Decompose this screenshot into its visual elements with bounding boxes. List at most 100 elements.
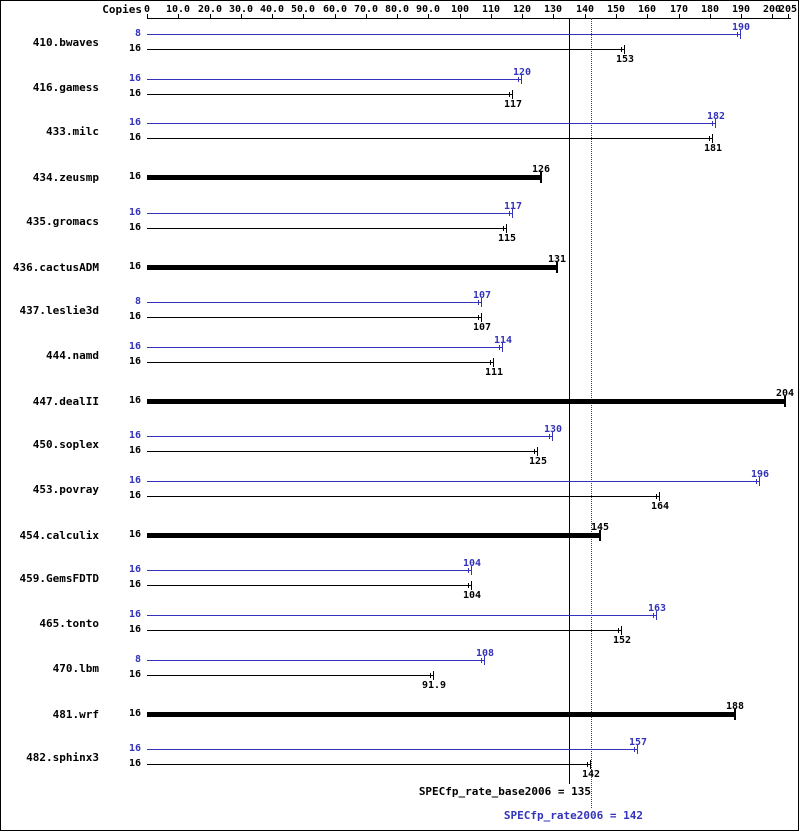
bar-end-cap	[624, 45, 625, 54]
bar-value-label: 164	[650, 501, 670, 512]
base-bar	[147, 228, 507, 229]
benchmark-label: 410.bwaves	[32, 36, 99, 49]
bar-end-cap	[552, 432, 553, 441]
base-bar	[147, 362, 494, 363]
x-axis-tick-label: 200	[762, 4, 782, 15]
bar-end-tick	[430, 673, 431, 678]
bar-end-cap	[740, 30, 741, 39]
x-axis-tick-label: 160	[637, 4, 657, 15]
bar-end-cap	[481, 298, 482, 307]
x-axis-tick-label: 190	[731, 4, 751, 15]
benchmark-label: 454.calculix	[19, 529, 99, 542]
bar-value-label: 188	[725, 701, 745, 712]
bar-end-tick	[653, 613, 654, 618]
copies-label: 16	[128, 395, 141, 406]
copies-label: 16	[128, 261, 141, 272]
bar-value-label: 131	[547, 254, 567, 265]
peak-bar	[147, 749, 638, 750]
peak-mean-label: SPECfp_rate2006 = 142	[503, 809, 643, 822]
peak-bar	[147, 570, 472, 571]
bar-end-cap	[599, 530, 601, 541]
x-axis-tick-label: 70.0	[353, 4, 379, 15]
bar-value-label: 91.9	[421, 680, 447, 691]
bar-end-tick	[468, 583, 469, 588]
bar-value-label: 142	[581, 769, 601, 780]
copies-label: 16	[128, 758, 141, 769]
copies-label: 16	[128, 609, 141, 620]
copies-label: 16	[128, 132, 141, 143]
x-axis-tick-label: 120	[512, 4, 532, 15]
copies-label: 16	[128, 579, 141, 590]
bar-end-cap	[659, 492, 660, 501]
benchmark-label: 433.milc	[46, 125, 99, 138]
bar-value-label: 126	[531, 164, 551, 175]
bar-value-label: 182	[706, 111, 726, 122]
copies-label: 8	[134, 296, 141, 307]
x-axis-tick-label: 20.0	[197, 4, 223, 15]
bar-end-tick	[468, 568, 469, 573]
benchmark-label: 459.GemsFDTD	[19, 572, 99, 585]
peak-bar	[147, 436, 553, 437]
bar-end-tick	[621, 47, 622, 52]
bar-end-tick	[478, 300, 479, 305]
benchmark-label: 444.namd	[46, 349, 99, 362]
benchmark-label: 434.zeusmp	[32, 171, 99, 184]
bar-end-tick	[709, 136, 710, 141]
bar-value-label: 108	[475, 648, 495, 659]
x-axis-line	[147, 18, 791, 19]
bar-value-label: 120	[512, 67, 532, 78]
peak-bar	[147, 481, 760, 482]
x-axis-tick	[241, 14, 242, 18]
bar-value-label: 104	[462, 590, 482, 601]
bar-end-tick	[634, 747, 635, 752]
x-axis-tick	[210, 14, 211, 18]
bar-value-label: 107	[472, 290, 492, 301]
x-axis-tick	[772, 14, 773, 18]
x-axis-tick-label: 140	[575, 4, 595, 15]
peak-bar	[147, 347, 503, 348]
bar-value-label: 153	[615, 54, 635, 65]
x-axis-tick	[366, 14, 367, 18]
bar-end-cap	[556, 262, 558, 273]
bar-end-cap	[759, 477, 760, 486]
benchmark-label: 435.gromacs	[26, 215, 99, 228]
x-axis-tick	[741, 14, 742, 18]
bar-end-tick	[503, 226, 504, 231]
bar-end-cap	[537, 447, 538, 456]
x-axis-tick-label: 100	[450, 4, 470, 15]
peak-bar	[147, 213, 513, 214]
bar-end-cap	[512, 209, 513, 218]
bar-end-tick	[478, 315, 479, 320]
copies-label: 16	[128, 564, 141, 575]
copies-label: 16	[128, 43, 141, 54]
bar-end-cap	[493, 358, 494, 367]
x-axis-tick	[335, 14, 336, 18]
bar-end-tick	[490, 360, 491, 365]
bar-end-cap	[471, 566, 472, 575]
bar-end-cap	[471, 581, 472, 590]
x-axis-tick	[679, 14, 680, 18]
bar-value-label: 157	[628, 737, 648, 748]
bar-end-tick	[518, 77, 519, 82]
x-axis-tick-label: 180	[700, 4, 720, 15]
bar-end-cap	[540, 172, 542, 183]
bar-end-cap	[734, 709, 736, 720]
x-axis-tick-label: 130	[543, 4, 563, 15]
bar-value-label: 104	[462, 558, 482, 569]
bar-end-cap	[502, 343, 503, 352]
bar-value-label: 152	[612, 635, 632, 646]
bar-end-cap	[481, 313, 482, 322]
x-axis-tick-label: 60.0	[322, 4, 348, 15]
copies-label: 16	[128, 311, 141, 322]
peak-bar	[147, 660, 485, 661]
bar-end-tick	[499, 345, 500, 350]
base-bar	[147, 317, 482, 318]
bar-end-cap	[712, 134, 713, 143]
benchmark-label: 436.cactusADM	[12, 261, 99, 274]
x-axis-tick-label: 80.0	[384, 4, 410, 15]
x-axis-tick	[491, 14, 492, 18]
base-bar	[147, 49, 625, 50]
copies-label: 16	[128, 88, 141, 99]
copies-label: 16	[128, 529, 141, 540]
